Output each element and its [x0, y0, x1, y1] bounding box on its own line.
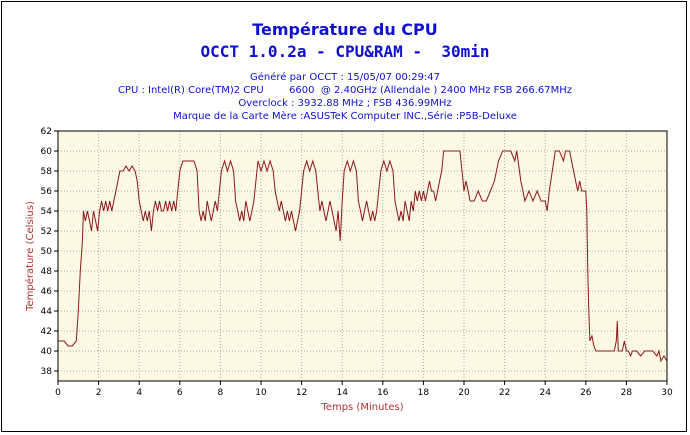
x-axis-ticks: 0 2 4 6 8 10 12 14 16 18 20 22 24 26 28 30: [55, 381, 673, 398]
y-tick-label: 60: [41, 147, 53, 157]
info-overclock: Overclock : 3932.88 MHz ; FSB 436.99MHz: [238, 98, 452, 109]
x-tick-label: 20: [458, 388, 470, 398]
x-tick-label: 18: [418, 388, 430, 398]
x-tick-label: 10: [255, 388, 267, 398]
chart-subtitle: OCCT 1.0.2a - CPU&RAM - 30min: [200, 42, 490, 61]
x-tick-label: 0: [55, 388, 61, 398]
x-tick-label: 28: [621, 388, 633, 398]
x-tick-label: 16: [377, 388, 389, 398]
y-axis-label: Température (Celsius): [24, 201, 36, 312]
y-tick-label: 50: [41, 247, 53, 257]
x-tick-label: 4: [136, 388, 142, 398]
y-tick-label: 58: [41, 167, 53, 177]
y-tick-label: 42: [41, 327, 52, 337]
x-tick-label: 30: [661, 388, 673, 398]
x-tick-label: 8: [218, 388, 224, 398]
y-tick-label: 38: [41, 367, 53, 377]
x-tick-label: 14: [336, 388, 348, 398]
temperature-series-line: [58, 150, 668, 363]
y-tick-label: 52: [41, 227, 52, 237]
info-motherboard: Marque de la Carte Mère :ASUSTeK Compute…: [173, 111, 517, 122]
y-tick-label: 40: [41, 347, 53, 357]
y-axis-ticks: 38 40 42 44 46 48 50 52 54 56 58 60 62: [41, 127, 58, 377]
plot-border: [57, 130, 668, 382]
y-tick-label: 56: [41, 187, 53, 197]
y-tick-label: 62: [41, 127, 52, 137]
y-tick-label: 48: [41, 267, 53, 277]
x-tick-label: 26: [580, 388, 592, 398]
chart-title: Température du CPU: [252, 20, 438, 39]
info-cpu: CPU : Intel(R) Core(TM)2 CPU 6600 @ 2.40…: [117, 85, 573, 96]
plot-area: [58, 131, 667, 381]
x-tick-label: 22: [499, 388, 510, 398]
x-tick-label: 24: [539, 388, 551, 398]
x-axis-label: Temps (Minutes): [320, 402, 403, 413]
info-generated: Généré par OCCT : 15/05/07 00:29:47: [249, 72, 441, 83]
x-tick-label: 2: [96, 388, 102, 398]
x-tick-label: 6: [177, 388, 183, 398]
y-tick-label: 44: [41, 307, 53, 317]
x-tick-label: 12: [296, 388, 307, 398]
y-tick-label: 54: [41, 207, 53, 217]
y-tick-label: 46: [41, 287, 53, 297]
